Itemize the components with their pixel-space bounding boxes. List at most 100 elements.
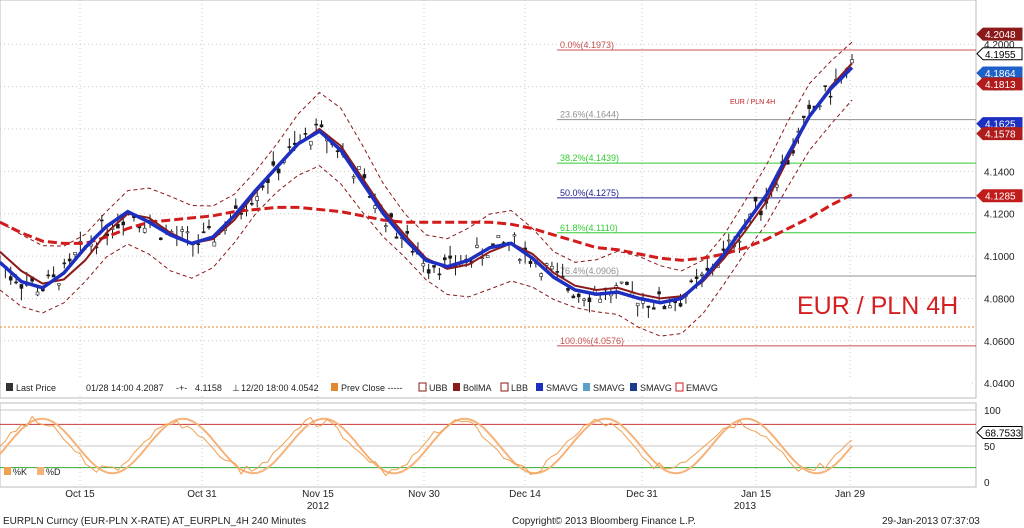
- candle-body: [57, 283, 61, 286]
- candle-body: [625, 281, 629, 285]
- candle-body: [207, 226, 211, 229]
- candle-body: [394, 236, 399, 239]
- legend-bar: Last Price 01/28 14:00 4.2087 -+- 4.1158…: [2, 380, 972, 394]
- x-tick-label: Nov 30: [408, 489, 440, 500]
- candle-body: [250, 202, 254, 205]
- candle-body: [46, 274, 51, 277]
- footer-center: Copyright© 2013 Bloomberg Finance L.P.: [512, 516, 696, 527]
- fib-label: 0.0%(4.1973): [560, 40, 614, 50]
- stoch-line-k: [0, 415, 853, 477]
- price-label-tag: [976, 66, 1023, 80]
- stochastic-lines: 100 50 0 68.7533: [0, 406, 1023, 489]
- candle-body: [576, 293, 581, 298]
- candle-body: [308, 141, 313, 146]
- legend-swatch-smavg-3: [630, 383, 637, 391]
- x-axis: Oct 15 Oct 31 Nov 15 Nov 30 Dec 14 Dec 31 Jan …: [65, 489, 865, 512]
- x-tick-label: Oct 31: [187, 489, 217, 500]
- legend-low-marker: ⊥: [232, 383, 240, 393]
- y-tick-label: 4.2000: [984, 40, 1015, 51]
- x-tick-label: Dec 14: [509, 489, 541, 500]
- candle-body: [657, 291, 661, 295]
- footer-right: 29-Jan-2013 07:37:03: [882, 516, 980, 527]
- fib-label: 23.6%(4.1644): [560, 110, 619, 120]
- candle-body: [582, 298, 586, 301]
- candle-body: [389, 213, 393, 218]
- candle-body: [62, 262, 67, 265]
- candle-body: [362, 174, 367, 179]
- candle-body: [314, 123, 318, 126]
- candle-body: [35, 291, 40, 296]
- candle-body: [319, 124, 324, 128]
- candle-body: [775, 184, 779, 188]
- candle-body: [233, 205, 238, 209]
- legend-swatch-smavg-1: [536, 383, 543, 391]
- legend-swatch-k: [4, 467, 11, 475]
- y-tick-label: 4.1200: [984, 210, 1015, 221]
- candle-body: [437, 273, 442, 276]
- candle-body: [212, 241, 217, 247]
- legend-background: [2, 380, 972, 394]
- main-pane: [0, 0, 977, 399]
- candle-body: [485, 255, 490, 258]
- candle-body: [694, 276, 699, 279]
- candle-body: [51, 274, 56, 278]
- x-tick-label: Nov 15: [302, 489, 334, 500]
- x-tick-label: Jan 15: [741, 489, 771, 500]
- moving-averages: [0, 62, 854, 305]
- price-label-text: 4.1864: [985, 69, 1016, 80]
- price-label-text: 4.1578: [985, 130, 1016, 141]
- candle-body: [801, 115, 806, 118]
- candle-body: [201, 231, 206, 234]
- candle-body: [753, 196, 758, 202]
- candle-body: [185, 231, 190, 234]
- price-label-text: 4.1955: [985, 50, 1016, 61]
- price-label-text: 4.1285: [985, 192, 1016, 203]
- candle-body: [116, 223, 120, 229]
- candle-body: [442, 257, 447, 261]
- y-tick-label: 4.0800: [984, 294, 1015, 305]
- stoch-last-tag: [976, 426, 1023, 439]
- legend-high-marker: -+-: [176, 383, 187, 393]
- legend-low-value: 12/20 18:00 4.0542: [241, 383, 319, 393]
- legend-last-price-value: 01/28 14:00 4.2087: [86, 383, 164, 393]
- candle-body: [598, 298, 602, 303]
- stoch-tick-label: 100: [984, 406, 1001, 417]
- candle-body: [555, 271, 560, 273]
- candle-body: [14, 281, 18, 284]
- candle-body: [351, 176, 356, 179]
- y-tick-label: 4.0400: [984, 379, 1015, 390]
- candle-body: [421, 263, 426, 267]
- stoch-line-d: [0, 417, 853, 475]
- candle-body: [255, 196, 260, 201]
- candle-body: [646, 305, 651, 308]
- legend-smavg-2-label: SMAVG: [593, 383, 625, 393]
- legend-swatch-prev-close: [331, 383, 338, 391]
- footer-left: EURPLN Curncy (EUR-PLN X-RATE) AT_EURPLN…: [3, 516, 306, 527]
- candle-body: [587, 297, 592, 303]
- y-tick-label: 4.0600: [984, 337, 1015, 348]
- candle-body: [100, 219, 104, 222]
- fib-label: 100.0%(4.0576): [560, 336, 624, 346]
- candle-body: [700, 273, 704, 276]
- legend-emavg-label: EMAVG: [686, 383, 718, 393]
- candle-body: [475, 244, 479, 248]
- candle-body: [705, 267, 710, 271]
- candle-body: [496, 235, 501, 238]
- candle-body: [121, 221, 126, 226]
- stochastic-legend: %K %D: [4, 467, 61, 477]
- legend-swatch-bollma: [453, 383, 460, 391]
- candle-body: [142, 227, 147, 233]
- candle-body: [850, 59, 854, 64]
- x-tick-label: Jan 29: [835, 489, 865, 500]
- candle-body: [158, 237, 163, 240]
- candle-body: [823, 85, 828, 87]
- candle-body: [678, 303, 683, 307]
- bollinger-bands: [0, 41, 853, 337]
- legend-k-label: %K: [13, 467, 27, 477]
- candle-body: [651, 307, 656, 310]
- legend-prev-close-label: Prev Close -----: [341, 383, 403, 393]
- year-label: 2013: [734, 501, 757, 512]
- candle-body: [426, 269, 431, 274]
- candle-body: [19, 284, 24, 289]
- legend-swatch-d: [37, 467, 44, 475]
